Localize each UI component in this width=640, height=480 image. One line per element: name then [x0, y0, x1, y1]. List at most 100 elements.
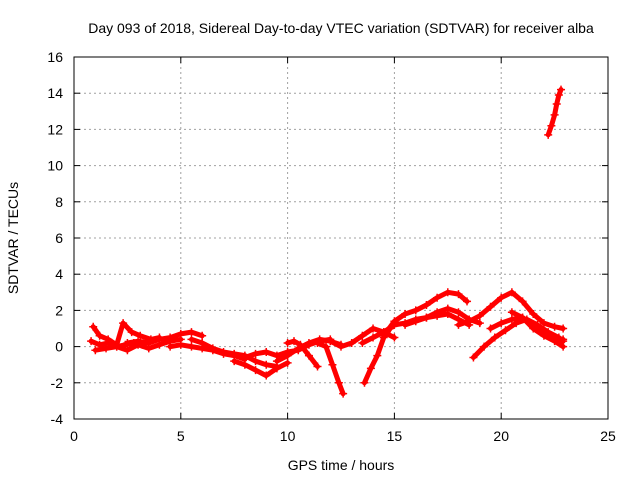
data-point	[507, 308, 516, 317]
series-points-arc-15	[379, 288, 472, 340]
series-points-arc-21	[544, 85, 566, 139]
data-point	[443, 304, 452, 313]
data-point	[490, 333, 499, 342]
data-point	[230, 357, 239, 366]
data-point	[390, 317, 399, 326]
data-point	[422, 313, 431, 322]
data-point	[304, 351, 313, 360]
data-point	[550, 337, 559, 346]
y-tick-label: 10	[47, 158, 63, 174]
data-point	[155, 335, 164, 344]
x-tick-label: 5	[177, 428, 185, 444]
x-tick-label: 0	[70, 428, 78, 444]
data-point	[443, 288, 452, 297]
data-point	[401, 320, 410, 329]
data-point	[518, 297, 527, 306]
series-line-arc-20	[509, 309, 566, 350]
x-axis-label: GPS time / hours	[288, 457, 395, 473]
data-point	[240, 353, 249, 362]
data-point	[557, 85, 566, 94]
data-point	[290, 337, 299, 346]
data-point	[390, 333, 399, 342]
data-point	[262, 348, 271, 357]
data-point	[119, 319, 128, 328]
y-tick-label: -2	[51, 375, 64, 391]
data-point	[433, 308, 442, 317]
data-point	[454, 290, 463, 299]
grid	[74, 57, 608, 419]
data-point	[230, 349, 239, 358]
data-point	[296, 340, 305, 349]
data-point	[480, 342, 489, 351]
data-point	[89, 322, 98, 331]
series-points-arc-11	[313, 338, 348, 398]
data-point	[358, 331, 367, 340]
data-point	[272, 357, 281, 366]
data-point	[497, 319, 506, 328]
data-point	[313, 362, 322, 371]
data-point	[552, 100, 561, 109]
data-point	[454, 308, 463, 317]
chart-title: Day 093 of 2018, Sidereal Day-to-day VTE…	[88, 20, 594, 36]
data-point	[262, 360, 271, 369]
data-point	[469, 353, 478, 362]
data-point	[326, 337, 335, 346]
data-point	[304, 338, 313, 347]
data-point	[198, 331, 207, 340]
data-point	[501, 326, 510, 335]
data-point	[272, 364, 281, 373]
data-point	[507, 315, 516, 324]
data-point	[463, 297, 472, 306]
y-tick-label: 0	[55, 339, 63, 355]
data-point	[123, 338, 132, 347]
data-point	[366, 364, 375, 373]
data-point	[208, 344, 217, 353]
data-point	[550, 322, 559, 331]
data-point	[554, 91, 563, 100]
data-point	[539, 319, 548, 328]
data-point	[433, 293, 442, 302]
y-tick-label: 16	[47, 49, 63, 65]
data-point	[91, 346, 100, 355]
data-point	[369, 333, 378, 342]
data-point	[240, 360, 249, 369]
data-point	[187, 342, 196, 351]
data-point	[198, 338, 207, 347]
data-point	[373, 351, 382, 360]
y-tick-label: 6	[55, 230, 63, 246]
data-point	[529, 310, 538, 319]
data-point	[322, 342, 331, 351]
y-tick-label: 14	[47, 85, 63, 101]
data-point	[411, 306, 420, 315]
data-point	[544, 130, 553, 139]
data-series	[87, 85, 568, 398]
data-point	[411, 317, 420, 326]
x-tick-label: 10	[280, 428, 296, 444]
series-points-arc-10	[283, 337, 322, 371]
data-point	[475, 311, 484, 320]
data-point	[251, 349, 260, 358]
data-point	[283, 351, 292, 360]
y-tick-label: 8	[55, 194, 63, 210]
data-point	[507, 288, 516, 297]
data-point	[313, 338, 322, 347]
data-point	[559, 342, 568, 351]
data-point	[134, 337, 143, 346]
data-point	[369, 324, 378, 333]
x-tick-label: 20	[493, 428, 509, 444]
data-point	[176, 329, 185, 338]
data-point	[358, 338, 367, 347]
y-tick-label: -4	[51, 411, 64, 427]
data-point	[127, 328, 136, 337]
y-tick-label: 2	[55, 302, 63, 318]
series-points-arc-07	[230, 357, 292, 380]
data-point	[379, 331, 388, 340]
data-point	[401, 310, 410, 319]
data-point	[144, 338, 153, 347]
data-point	[422, 300, 431, 309]
data-point	[112, 342, 121, 351]
data-point	[166, 342, 175, 351]
x-tick-label: 25	[600, 428, 616, 444]
data-point	[219, 348, 228, 357]
data-point	[102, 344, 111, 353]
